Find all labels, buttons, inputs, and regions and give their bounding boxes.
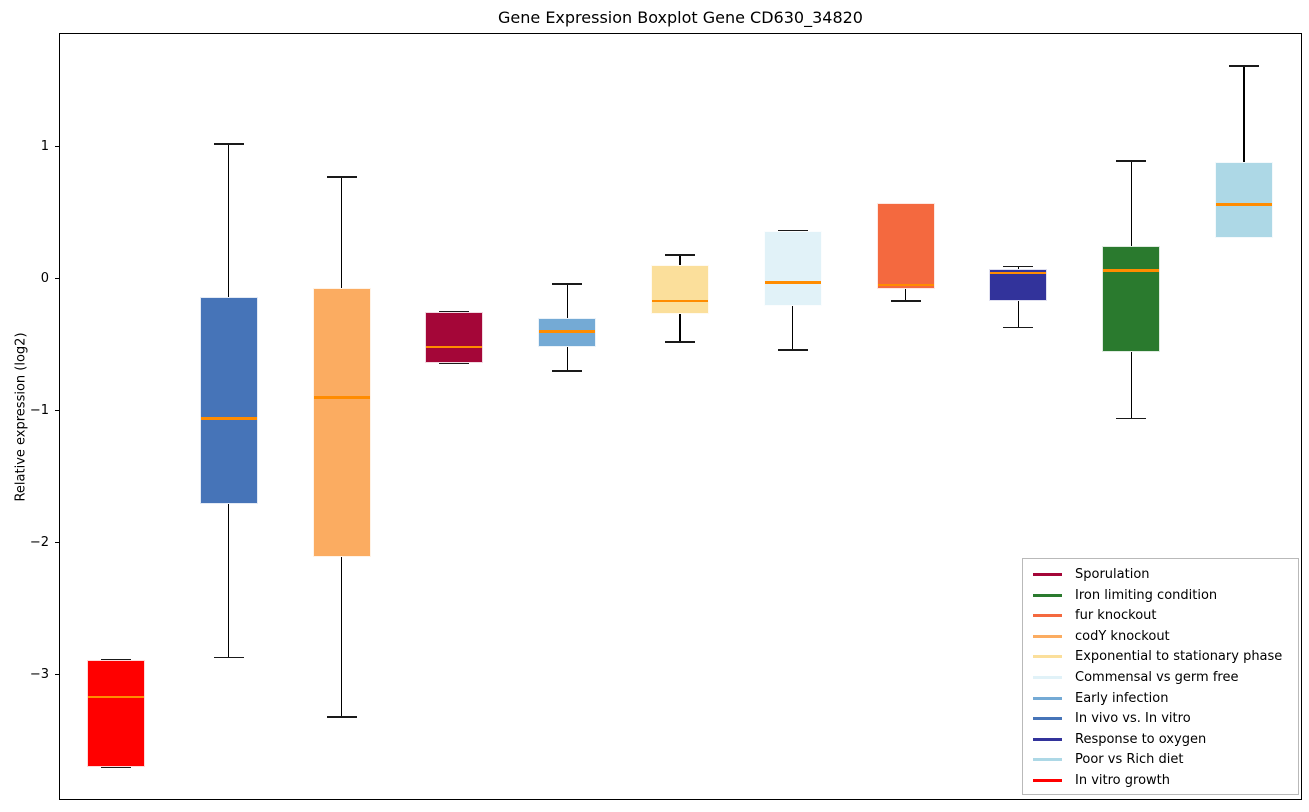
median-line [990,272,1047,275]
legend-item: Response to oxygen [1033,730,1290,749]
legend-swatch [1033,655,1062,659]
whisker-cap-bottom [777,349,808,351]
median-line [764,281,821,284]
median-line [1103,269,1160,272]
legend-swatch [1033,696,1062,700]
median-line [1216,203,1272,206]
legend-label: Sporulation [1075,567,1150,582]
legend-label: Commensal vs germ free [1075,669,1239,685]
whisker [1243,66,1245,238]
legend-item: Exponential to stationary phase [1033,647,1290,666]
y-tick-mark [55,410,59,412]
legend-item: Early infection [1033,689,1290,708]
legend: Sporulation Iron limiting condition fur kn… [1022,558,1299,795]
y-tick-label: 1 [40,138,49,154]
box-response-to-oxygen [989,269,1048,301]
legend-label: Early infection [1075,690,1169,706]
whisker-cap-bottom [439,362,470,364]
legend-label: fur knockout [1075,608,1157,624]
legend-item: Iron limiting condition [1033,586,1290,605]
legend-swatch [1033,634,1062,638]
whisker-cap-bottom [890,300,921,302]
y-tick-label: 0 [40,270,49,286]
median-line [426,345,483,349]
whisker-cap-bottom [1229,236,1259,239]
box-in-vitro-growth [87,660,145,767]
y-tick-label: −1 [29,402,49,418]
legend-swatch [1033,717,1062,721]
whisker-cap-top [552,283,583,285]
chart-title: Gene Expression Boxplot Gene CD630_34820 [498,8,863,27]
legend-item: In vitro growth [1033,771,1290,790]
legend-swatch [1033,758,1062,762]
median-line [877,283,934,287]
whisker-cap-top [326,176,357,178]
y-tick-label: −3 [29,666,49,682]
legend-swatch [1033,614,1062,618]
legend-swatch [1033,593,1062,597]
legend-label: Exponential to stationary phase [1075,649,1283,665]
whisker-cap-bottom [213,656,244,659]
box-early-infection [538,318,597,348]
box-poor-vs-rich-diet [1215,162,1273,238]
whisker-cap-top [1003,265,1034,268]
legend-item: Poor vs Rich diet [1033,750,1290,769]
box-in-vivo-vs-in-vitro [199,297,258,505]
box-fur-knockout [876,203,935,290]
y-tick-mark [55,542,59,544]
y-tick-mark [55,278,59,280]
whisker-cap-top [665,254,695,256]
legend-label: codY knockout [1075,628,1170,644]
whisker-cap-bottom [326,716,357,718]
box-exponential-to-stationary-phase [651,265,709,315]
legend-label: Poor vs Rich diet [1075,752,1184,768]
y-tick-mark [55,146,59,148]
box-commensal-vs-germ-free [763,231,822,307]
whisker-cap-bottom [665,341,695,343]
median-line [539,330,596,333]
legend-swatch [1033,573,1062,576]
legend-label: In vivo vs. In vitro [1075,711,1191,727]
legend-item: codY knockout [1033,627,1290,646]
box-sporulation [425,311,484,364]
legend-swatch [1033,737,1062,741]
y-tick-mark [55,674,59,676]
whisker-cap-top [213,143,244,145]
legend-item: In vivo vs. In vitro [1033,709,1290,728]
whisker-cap-top [1229,65,1259,67]
legend-label: Response to oxygen [1075,731,1207,747]
legend-swatch [1033,778,1062,782]
legend-swatch [1033,675,1062,679]
whisker-cap-bottom [1116,417,1147,420]
legend-item: Commensal vs germ free [1033,668,1290,687]
whisker-cap-top [1116,160,1147,162]
median-line [200,417,257,420]
median-line [313,396,370,399]
whisker-cap-bottom [552,370,583,372]
legend-label: Iron limiting condition [1075,587,1218,603]
legend-label: In vitro growth [1075,772,1170,788]
whisker-cap-bottom [101,766,131,768]
median-line [652,299,708,303]
y-tick-label: −2 [29,534,49,550]
box-cody-knockout [312,287,371,558]
median-line [88,695,144,699]
legend-item: Sporulation [1033,565,1290,584]
whisker-cap-bottom [1003,326,1034,329]
box-iron-limiting-condition [1102,245,1161,353]
legend-item: fur knockout [1033,606,1290,625]
